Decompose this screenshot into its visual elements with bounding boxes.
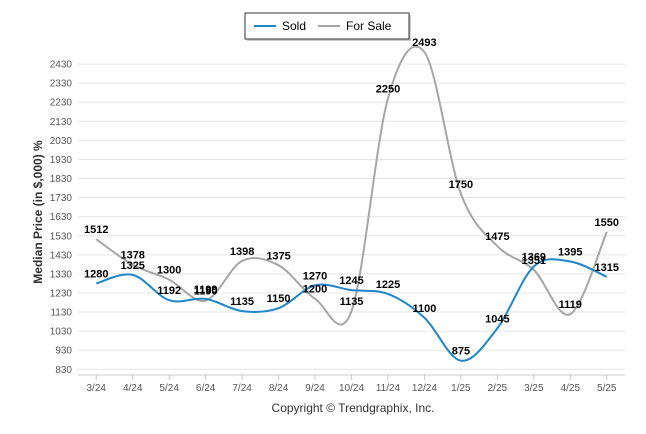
data-label-sold: 1100 <box>412 303 436 315</box>
x-tick-label: 8/24 <box>269 383 289 394</box>
y-axis-title: Median Price (in $,000) % <box>31 140 45 284</box>
y-tick-label: 830 <box>55 365 72 376</box>
data-label-sold: 1199 <box>194 284 218 296</box>
data-label-for-sale: 1398 <box>230 246 254 258</box>
data-label-for-sale: 1512 <box>84 224 108 236</box>
y-tick-label: 1330 <box>50 269 73 280</box>
grid-lines <box>78 63 625 376</box>
data-label-for-sale: 1190 <box>194 286 218 298</box>
data-label-for-sale: 1475 <box>485 231 509 243</box>
y-tick-label: 2030 <box>50 136 73 147</box>
y-tick-label: 1730 <box>50 193 73 204</box>
x-tick-label: 10/24 <box>339 383 364 394</box>
y-tick-label: 1630 <box>50 212 73 223</box>
x-tick-label: 5/24 <box>159 383 179 394</box>
legend-label-for-sale: For Sale <box>346 19 392 33</box>
data-label-sold: 1369 <box>522 251 546 263</box>
data-label-sold: 1280 <box>84 268 108 280</box>
x-tick-label: 12/24 <box>412 383 437 394</box>
data-label-for-sale: 1119 <box>559 299 582 311</box>
data-labels: 1280 1325 1192 1199 1135 1150 1270 1245 1225 1100… <box>84 37 619 358</box>
y-tick-label: 2330 <box>50 79 73 90</box>
series-line-sold <box>95 258 608 362</box>
data-label-for-sale: 1375 <box>266 250 290 262</box>
data-label-sold: 1245 <box>339 275 363 287</box>
x-axis-ticks: 3/24 4/24 5/24 6/24 7/24 8/24 9/24 10/24 11/24 12… <box>86 375 617 394</box>
y-tick-label: 1030 <box>50 327 73 338</box>
y-tick-label: 1830 <box>50 174 73 185</box>
x-tick-label: 7/24 <box>232 383 252 394</box>
data-label-for-sale: 1750 <box>449 179 473 191</box>
x-tick-label: 3/24 <box>86 383 106 394</box>
y-tick-label: 1930 <box>50 155 73 166</box>
data-label-sold: 1315 <box>595 262 619 274</box>
legend: Sold For Sale <box>244 12 411 41</box>
y-tick-label: 1530 <box>50 231 73 242</box>
data-label-sold: 1135 <box>230 296 254 308</box>
x-tick-label: 4/25 <box>561 383 581 394</box>
data-label-for-sale: 1378 <box>120 250 144 262</box>
data-label-sold: 1045 <box>485 313 509 325</box>
data-label-for-sale: 1200 <box>303 284 327 296</box>
data-label-for-sale: 2493 <box>412 37 436 49</box>
data-label-for-sale: 1300 <box>157 265 181 277</box>
legend-label-sold: Sold <box>282 19 306 33</box>
y-axis-ticks: 830 930 1030 1130 1230 1330 1430 1530 1630 1730 18… <box>50 60 73 376</box>
data-label-sold: 1395 <box>558 247 582 259</box>
data-label-for-sale: 1550 <box>595 217 619 229</box>
x-tick-label: 3/25 <box>524 383 544 394</box>
data-label-sold: 1325 <box>120 260 144 272</box>
y-tick-label: 2430 <box>50 60 73 71</box>
x-tick-label: 1/25 <box>451 383 471 394</box>
y-tick-label: 1230 <box>50 288 73 299</box>
x-tick-label: 9/24 <box>305 383 325 394</box>
data-label-for-sale: 1351 <box>522 255 546 267</box>
data-label-sold: 1270 <box>303 270 327 282</box>
x-tick-label: 4/24 <box>123 383 143 394</box>
data-label-for-sale: 2250 <box>376 83 400 95</box>
y-tick-label: 1130 <box>50 308 72 319</box>
x-tick-label: 11/24 <box>376 383 401 394</box>
x-tick-label: 6/24 <box>196 383 216 394</box>
data-label-sold: 1150 <box>267 293 291 305</box>
y-tick-label: 2230 <box>50 98 73 109</box>
x-tick-label: 5/25 <box>597 383 617 394</box>
data-label-sold: 875 <box>452 346 470 358</box>
data-label-for-sale: 1135 <box>340 296 364 308</box>
copyright-footer: Copyright © Trendgraphix, Inc. <box>272 401 435 415</box>
data-label-sold: 1225 <box>376 279 400 291</box>
y-tick-label: 930 <box>55 346 72 357</box>
series-lines <box>95 45 608 362</box>
y-tick-label: 1430 <box>50 250 73 261</box>
x-tick-label: 2/25 <box>488 383 508 394</box>
y-tick-label: 2130 <box>50 117 73 128</box>
data-label-sold: 1192 <box>157 285 181 297</box>
